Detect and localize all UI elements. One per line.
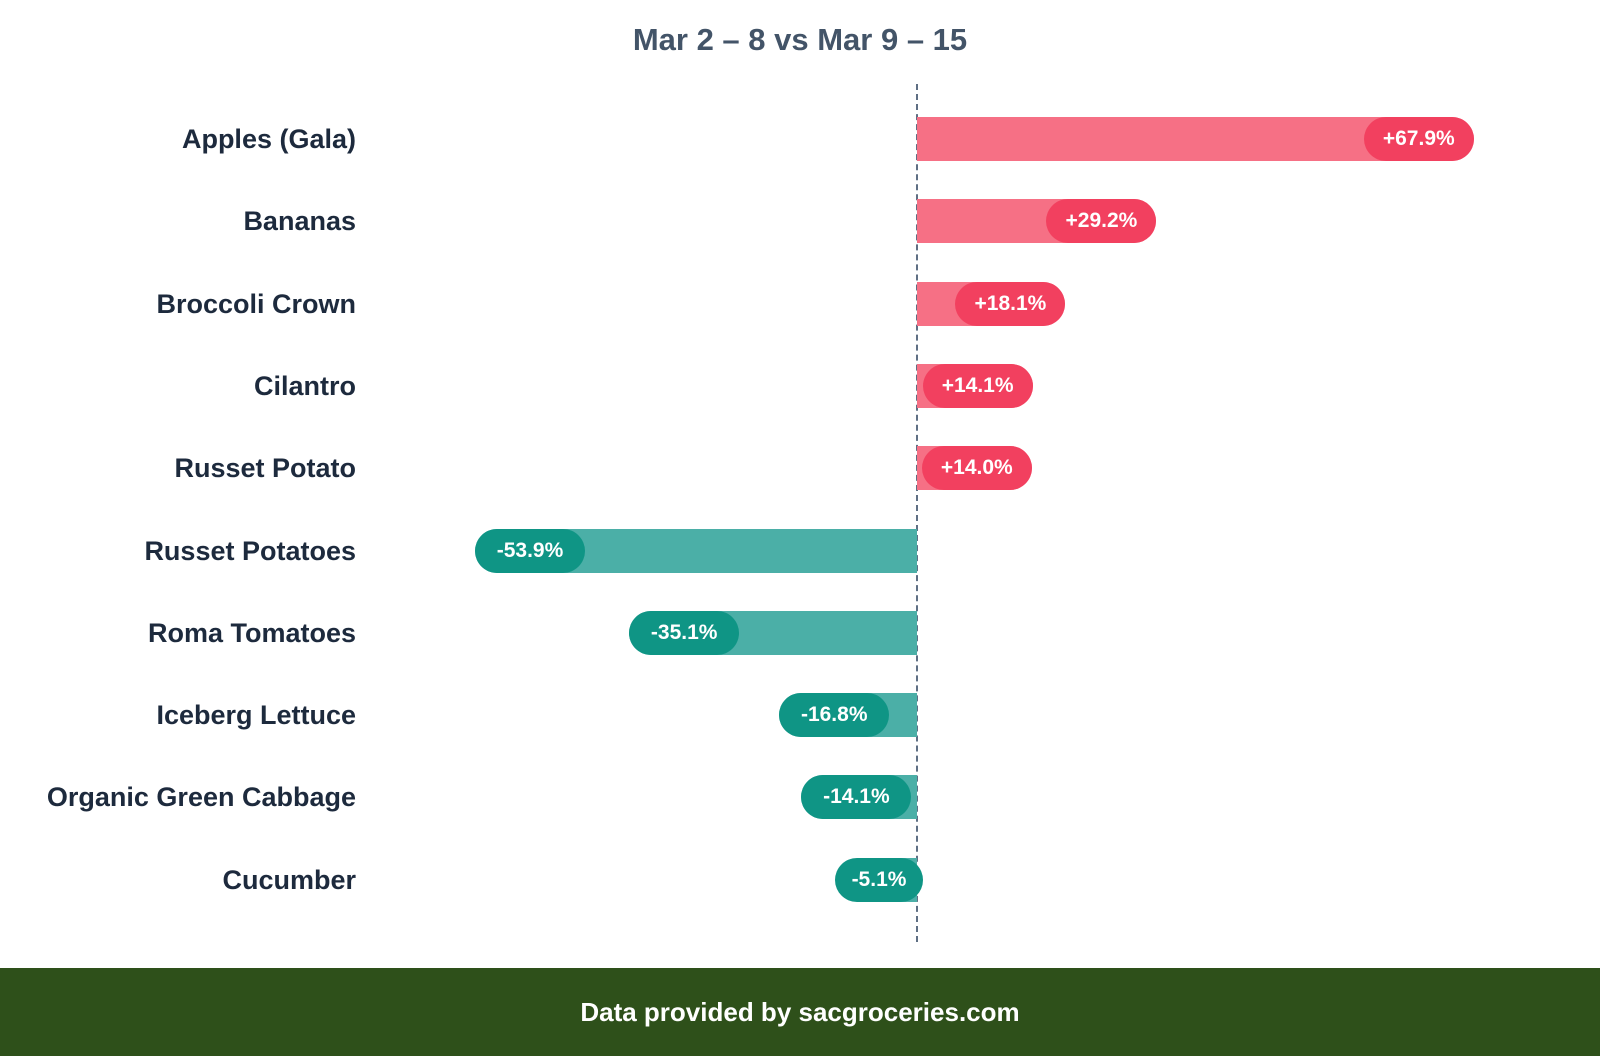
value-pill: -14.1% — [801, 775, 912, 820]
bar-row: Russet Potato +14.0% — [0, 446, 1600, 491]
value-pill: -53.9% — [475, 528, 586, 573]
bar-row: Cilantro +14.1% — [0, 363, 1600, 408]
category-label: Cilantro — [253, 370, 356, 401]
value-pill: +14.0% — [921, 446, 1032, 491]
value-pill: -16.8% — [779, 693, 890, 738]
bar-row: Apples (Gala) +67.9% — [0, 117, 1600, 161]
value-pill: -5.1% — [835, 857, 923, 902]
bar-row: Russet Potatoes -53.9% — [0, 528, 1600, 573]
category-label: Russet Potatoes — [144, 535, 356, 566]
bar-row: Iceberg Lettuce -16.8% — [0, 693, 1600, 738]
category-label: Broccoli Crown — [156, 288, 356, 319]
category-label: Organic Green Cabbage — [46, 782, 356, 813]
value-pill: +67.9% — [1363, 117, 1474, 161]
chart-title: Mar 2 – 8 vs Mar 9 – 15 — [632, 22, 968, 57]
value-pill: +29.2% — [1046, 199, 1157, 244]
category-label: Roma Tomatoes — [147, 617, 356, 648]
value-pill: +14.1% — [922, 363, 1033, 408]
value-pill: -35.1% — [629, 610, 740, 655]
category-label: Apples (Gala) — [181, 124, 356, 154]
value-pill: +18.1% — [955, 281, 1066, 326]
zero-baseline — [916, 84, 918, 942]
category-label: Cucumber — [222, 864, 356, 895]
bar-row: Broccoli Crown +18.1% — [0, 281, 1600, 326]
category-label: Iceberg Lettuce — [156, 700, 356, 731]
source-footer: Data provided by sacgroceries.com — [0, 968, 1600, 1056]
bar-row: Bananas +29.2% — [0, 199, 1600, 244]
bar-row: Roma Tomatoes -35.1% — [0, 610, 1600, 655]
category-label: Bananas — [243, 206, 356, 237]
category-label: Russet Potato — [174, 453, 356, 484]
bar-row: Organic Green Cabbage -14.1% — [0, 775, 1600, 820]
bar-row: Cucumber -5.1% — [0, 857, 1600, 902]
